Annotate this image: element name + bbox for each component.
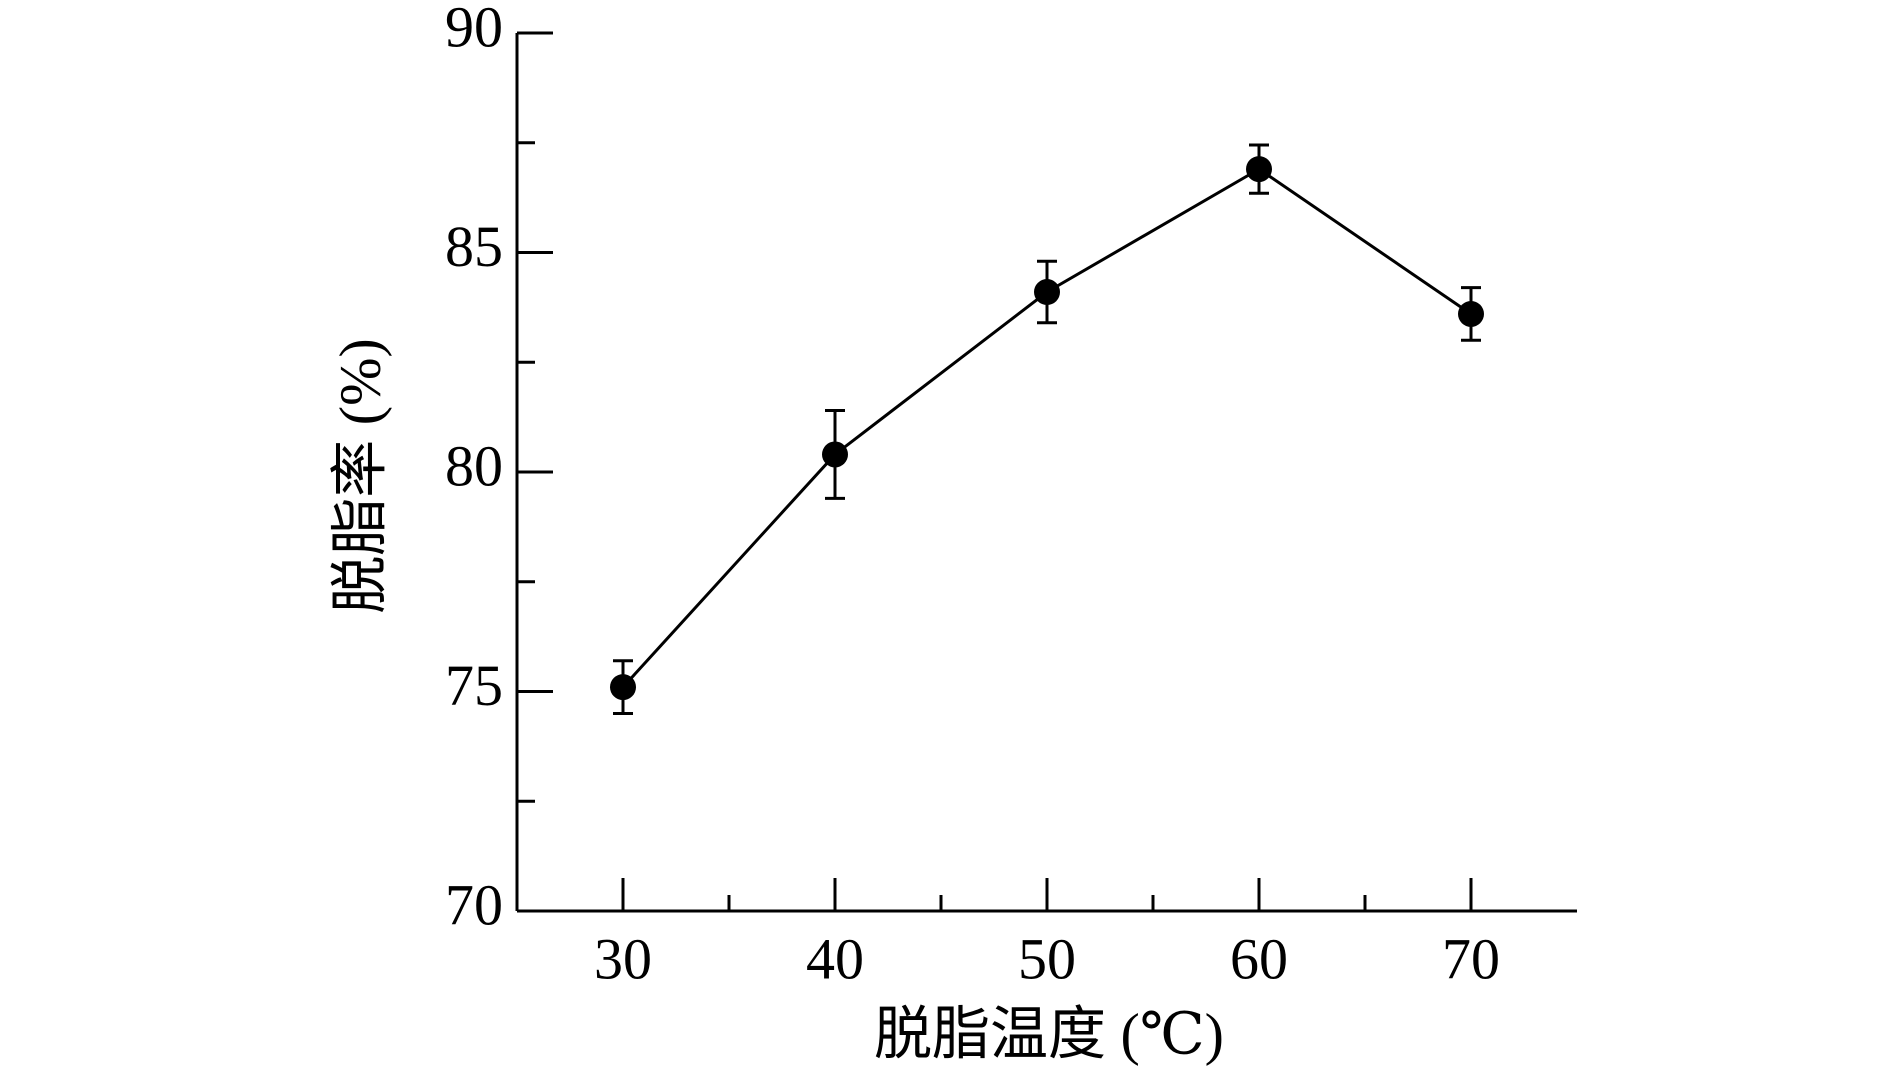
x-tick-label: 30 (594, 926, 652, 991)
data-point (610, 674, 636, 701)
x-axis-label: 脱脂温度 (℃) (874, 1001, 1224, 1066)
x-tick-label: 50 (1018, 926, 1076, 991)
y-tick-label: 90 (445, 0, 503, 59)
x-tick-label: 70 (1442, 926, 1500, 991)
data-point (822, 441, 848, 468)
y-axis-label: 脱脂率 (%) (327, 338, 392, 613)
x-tick-label: 60 (1230, 926, 1288, 991)
series-line (621, 167, 1472, 689)
y-tick-label: 85 (445, 214, 503, 279)
y-tick-label: 75 (445, 653, 503, 718)
x-tick-label: 40 (806, 926, 864, 991)
data-point (1034, 279, 1060, 306)
data-point (1246, 156, 1272, 183)
y-tick-label: 70 (445, 872, 503, 937)
y-tick-label: 80 (445, 433, 503, 498)
data-point (1458, 300, 1484, 327)
